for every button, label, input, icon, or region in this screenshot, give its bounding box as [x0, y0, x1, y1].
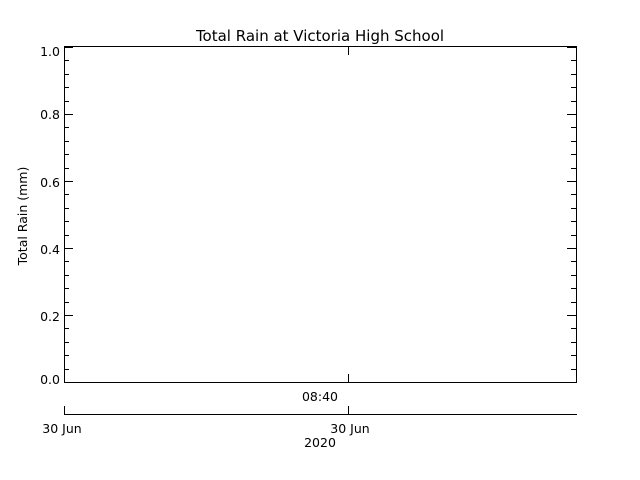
y-tick-label-4: 0.8: [40, 107, 60, 122]
chart-title: Total Rain at Victoria High School: [195, 27, 444, 45]
x-time-tick-label: 08:40: [302, 389, 338, 404]
y-tick-label-0: 0.0: [40, 372, 60, 387]
y-tick-label-2: 0.4: [40, 242, 60, 257]
y-tick-label-1: 0.2: [40, 309, 60, 324]
x-date-tick-label-1: 30 Jun: [330, 421, 369, 436]
y-axis-ticks: [64, 47, 576, 383]
plot-frame: [64, 46, 577, 383]
y-tick-label-5: 1.0: [40, 44, 60, 59]
x-year-label: 2020: [304, 435, 336, 450]
y-tick-label-3: 0.6: [40, 175, 60, 190]
y-axis-label: Total Rain (mm): [15, 167, 30, 267]
x-date-tick-label-0: 30 Jun: [42, 421, 81, 436]
y-axis-tick-labels: 0.0 0.2 0.4 0.6 0.8 1.0: [40, 44, 60, 387]
